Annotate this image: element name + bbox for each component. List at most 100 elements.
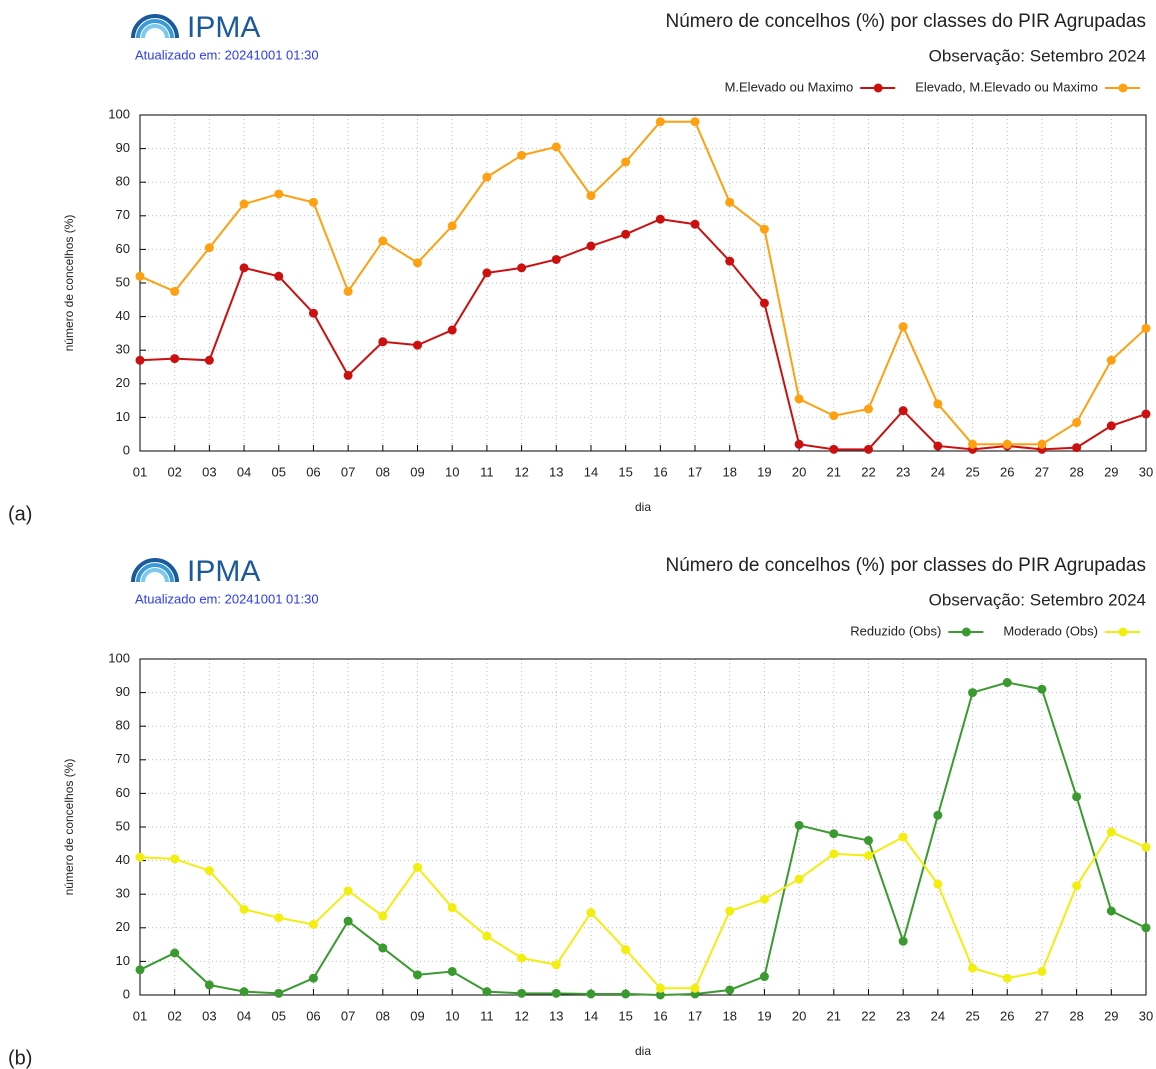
legend-label: Moderado (Obs) xyxy=(1003,623,1098,638)
legend-marker xyxy=(1118,83,1128,93)
x-tick-label: 28 xyxy=(1069,1008,1083,1023)
y-tick-label: 90 xyxy=(116,684,130,699)
data-point xyxy=(968,688,978,698)
x-tick-label: 12 xyxy=(514,464,528,479)
logo-arc xyxy=(136,19,174,39)
x-tick-label: 10 xyxy=(445,1008,459,1023)
data-point xyxy=(1072,881,1082,891)
plot-frame xyxy=(139,658,1147,996)
data-point xyxy=(517,988,527,998)
data-point xyxy=(1037,684,1047,694)
x-tick-label: 28 xyxy=(1069,464,1083,479)
series-line xyxy=(139,681,1147,997)
data-point xyxy=(447,966,457,976)
x-tick-label: 23 xyxy=(896,464,910,479)
chart: IPMA Atualizado em: 20241001 01:30 Número … xyxy=(8,555,1153,1069)
x-tick-label: 24 xyxy=(931,1008,945,1023)
series-line xyxy=(139,830,1147,990)
x-tick-label: 02 xyxy=(167,1008,181,1023)
chart-subtitle: Observação: Setembro 2024 xyxy=(929,46,1146,65)
chart: IPMA Atualizado em: 20241001 01:30 Número … xyxy=(8,11,1153,525)
data-point xyxy=(898,406,908,416)
data-point xyxy=(829,444,839,454)
data-point xyxy=(1037,439,1047,449)
x-tick-label: 17 xyxy=(688,1008,702,1023)
data-point xyxy=(621,989,631,999)
y-tick-label: 30 xyxy=(116,342,130,357)
y-tick-label: 100 xyxy=(108,106,130,121)
x-tick-label: 26 xyxy=(1000,1008,1014,1023)
x-tick-label: 15 xyxy=(618,464,632,479)
x-tick-label: 20 xyxy=(792,1008,806,1023)
y-tick-label: 90 xyxy=(116,140,130,155)
x-tick-label: 03 xyxy=(202,1008,216,1023)
chart-subtitle: Observação: Setembro 2024 xyxy=(929,590,1146,609)
data-point xyxy=(343,370,353,380)
data-point xyxy=(1037,966,1047,976)
data-point xyxy=(135,355,145,365)
data-point xyxy=(586,191,596,201)
data-point xyxy=(655,983,665,993)
data-point xyxy=(968,439,978,449)
x-tick-label: 08 xyxy=(376,1008,390,1023)
logo-icon xyxy=(131,558,179,583)
x-tick-label: 17 xyxy=(688,464,702,479)
data-point xyxy=(413,258,423,268)
data-point xyxy=(239,987,249,997)
x-tick-label: 16 xyxy=(653,464,667,479)
x-tick-label: 06 xyxy=(306,1008,320,1023)
data-point xyxy=(725,256,735,266)
x-axis-label: dia xyxy=(635,1044,651,1058)
data-point xyxy=(308,197,318,207)
x-tick-label: 14 xyxy=(584,1008,598,1023)
data-point xyxy=(170,286,180,296)
x-tick-label: 11 xyxy=(480,1008,494,1023)
data-point xyxy=(274,271,284,281)
data-point xyxy=(586,241,596,251)
legend-label: Reduzido (Obs) xyxy=(850,623,941,638)
data-point xyxy=(759,894,769,904)
x-tick-label: 19 xyxy=(757,1008,771,1023)
data-point xyxy=(482,172,492,182)
data-point xyxy=(1106,827,1116,837)
data-point xyxy=(170,354,180,364)
data-point xyxy=(898,832,908,842)
data-point xyxy=(447,221,457,231)
y-tick-label: 20 xyxy=(116,375,130,390)
y-tick-label: 50 xyxy=(116,818,130,833)
data-point xyxy=(447,325,457,335)
x-tick-label: 10 xyxy=(445,464,459,479)
x-tick-label: 27 xyxy=(1035,464,1049,479)
data-point xyxy=(725,985,735,995)
data-point xyxy=(551,960,561,970)
data-point xyxy=(482,268,492,278)
x-tick-label: 25 xyxy=(965,464,979,479)
y-tick-label: 70 xyxy=(116,751,130,766)
data-point xyxy=(621,157,631,167)
logo-icon xyxy=(131,14,179,39)
data-point xyxy=(933,441,943,451)
data-point xyxy=(898,322,908,332)
data-point xyxy=(551,142,561,152)
data-point xyxy=(759,298,769,308)
data-point xyxy=(829,829,839,839)
x-tick-label: 08 xyxy=(376,464,390,479)
data-point xyxy=(308,919,318,929)
data-point xyxy=(759,972,769,982)
x-tick-label: 22 xyxy=(861,464,875,479)
data-point xyxy=(343,286,353,296)
x-tick-label: 04 xyxy=(237,464,251,479)
data-point xyxy=(135,271,145,281)
logo-arc xyxy=(131,558,179,583)
data-point xyxy=(204,980,214,990)
legend-label: M.Elevado ou Maximo xyxy=(725,79,854,94)
panel-label: (b) xyxy=(8,1047,32,1069)
chart-title: Número de concelhos (%) por classes do P… xyxy=(665,555,1146,576)
legend-marker xyxy=(961,627,971,637)
data-point xyxy=(621,229,631,239)
data-point xyxy=(586,989,596,999)
data-point xyxy=(933,810,943,820)
y-tick-label: 70 xyxy=(116,207,130,222)
x-tick-label: 30 xyxy=(1139,464,1153,479)
data-point xyxy=(1106,355,1116,365)
